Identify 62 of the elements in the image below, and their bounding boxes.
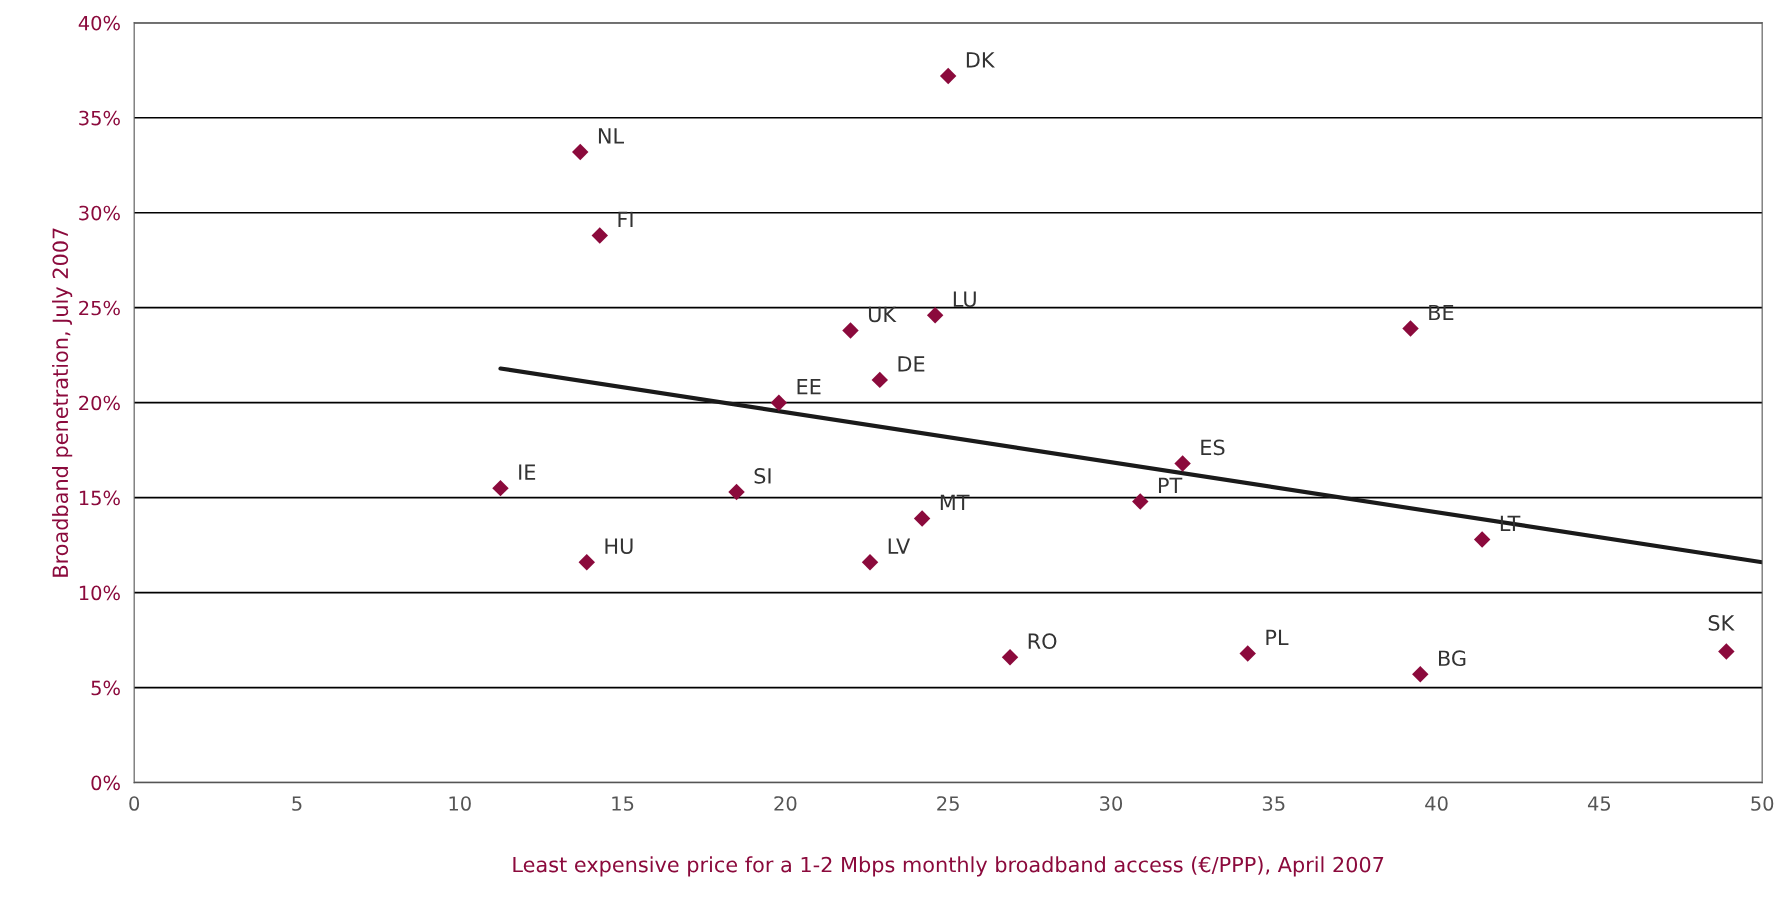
point <box>913 510 931 527</box>
y-tick-label: 0% <box>91 775 120 791</box>
point <box>492 479 509 497</box>
point <box>578 554 595 571</box>
x-tick-label: 30 <box>1100 796 1123 811</box>
x-tick-label: 15 <box>612 796 634 811</box>
point <box>926 307 944 324</box>
annotation: EE <box>797 378 821 395</box>
point <box>770 394 788 411</box>
annotation: LT <box>1500 515 1521 531</box>
annotation: SK <box>1708 615 1735 631</box>
point <box>1412 666 1429 683</box>
point <box>1174 455 1191 472</box>
point <box>572 143 589 161</box>
annotation: MT <box>940 494 970 511</box>
annotation: NL <box>598 128 624 144</box>
point <box>1132 493 1149 510</box>
y-tick-label: 10% <box>79 585 120 601</box>
point <box>871 371 889 389</box>
x-tick-label: 40 <box>1425 796 1448 811</box>
point <box>842 322 859 339</box>
y-tick-label: 35% <box>79 110 120 126</box>
x-tick-label: 10 <box>449 796 471 811</box>
x-tick-label: 25 <box>937 796 959 811</box>
x-tick-label: 5 <box>292 796 302 811</box>
x-tick-label: 20 <box>774 796 797 811</box>
point <box>1402 320 1419 337</box>
y-tick-label: 40% <box>78 15 120 31</box>
point <box>591 227 608 244</box>
annotation: FI <box>618 211 633 228</box>
annotation: BE <box>1429 304 1454 321</box>
y-tick-label: 5% <box>91 680 120 696</box>
x-axis-title: Least expensive price for a 1-2 Mbps monthly broadband access (€/PPP), April 2007 <box>513 856 1384 877</box>
point <box>861 554 879 571</box>
annotation: HU <box>605 538 633 555</box>
y-tick-label: 20% <box>79 395 120 411</box>
annotation: RO <box>1028 633 1057 650</box>
annotation: UK <box>868 306 897 323</box>
annotation: ES <box>1201 439 1225 456</box>
point <box>1001 649 1019 666</box>
point <box>1239 645 1256 662</box>
annotation: SI <box>754 468 771 484</box>
x-tick-label: 35 <box>1262 796 1285 811</box>
annotation: PL <box>1266 629 1289 645</box>
annotation: BG <box>1439 650 1466 667</box>
annotation: DK <box>966 52 995 68</box>
y-axis-title: Broadband penetration, July 2007 <box>52 228 73 577</box>
annotation: IE <box>519 464 536 480</box>
point <box>939 67 957 85</box>
point <box>1718 643 1735 660</box>
y-tick-label: 15% <box>79 490 120 506</box>
point <box>728 483 745 501</box>
y-tick-label: 30% <box>79 205 120 221</box>
x-tick-label: 45 <box>1587 796 1611 811</box>
y-tick-label: 25% <box>79 300 120 316</box>
x-tick-label: 0 <box>129 796 140 811</box>
x-tick-label: 50 <box>1751 796 1774 811</box>
annotation: DE <box>898 356 925 372</box>
annotation: LU <box>953 291 976 308</box>
annotation: PT <box>1158 477 1183 493</box>
point <box>1473 531 1491 548</box>
annotation: LV <box>888 538 911 554</box>
